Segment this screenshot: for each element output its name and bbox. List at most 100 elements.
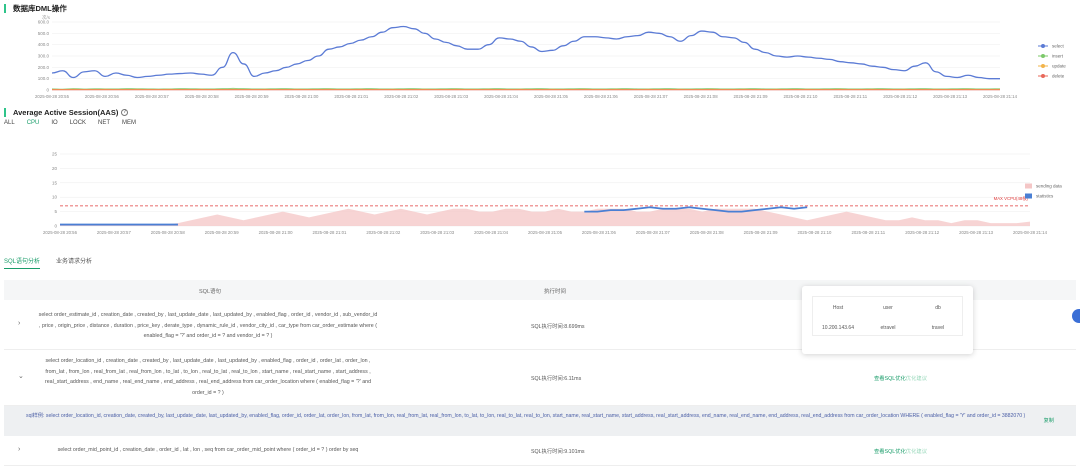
x-tick-label: 2025-08-28 21:03: [420, 230, 455, 235]
sql-tab-1[interactable]: 业务请求分析: [56, 259, 93, 265]
series-line-statistics: [584, 206, 808, 213]
aas-tabs: ALL CPU IO LOCK NET MEM: [4, 120, 148, 126]
sql-text: select order_mid_point_id , creation_dat…: [57, 447, 359, 453]
tab-net[interactable]: NET: [98, 120, 111, 126]
legend-marker: [1041, 44, 1045, 48]
sql-metric: SQL执行时间:8.699ms: [531, 324, 585, 330]
sql-metric: SQL执行时间:9.101ms: [531, 449, 585, 455]
sql-text: select order_estimate_id , creation_date…: [38, 312, 378, 339]
y-tick-label: 20: [52, 166, 58, 171]
x-tick-label: 2025-08-28 20:59: [235, 94, 270, 99]
dml-title: 数据库DML操作: [13, 4, 67, 13]
y-tick-label: 300.0: [38, 54, 50, 59]
x-tick-label: 2025-08-28 21:13: [959, 230, 994, 235]
host-value: 10.200.143.64: [822, 325, 854, 331]
tab-lock[interactable]: LOCK: [69, 120, 87, 126]
host-header: Host: [832, 305, 844, 311]
col-metric-header: 执行时间: [544, 289, 567, 295]
x-tick-label: 2025-08-28 21:09: [744, 230, 779, 235]
user-header: user: [883, 305, 893, 311]
y-tick-label: 0: [54, 224, 57, 229]
action-sub-label[interactable]: 优化建议: [905, 449, 927, 455]
x-tick-label: 2025-08-28 21:00: [285, 94, 320, 99]
x-tick-label: 2025-08-28 21:11: [852, 230, 886, 235]
legend-marker: [1041, 74, 1045, 78]
db-value: travel: [931, 325, 945, 331]
y-tick-label: 10: [52, 195, 58, 200]
side-float-handle[interactable]: [1072, 309, 1080, 323]
y-tick-label: 0: [46, 88, 49, 93]
x-tick-label: 2025-08-28 20:59: [205, 230, 240, 235]
x-tick-label: 2025-08-28 21:12: [883, 94, 918, 99]
x-tick-label: 2025-08-28 20:56: [85, 94, 120, 99]
y-tick-label: 15: [52, 180, 58, 185]
x-tick-label: 2025-08-28 20:58: [151, 230, 186, 235]
y-tick-label: 400.0: [38, 42, 50, 47]
y-tick-label: 100.0: [38, 76, 50, 81]
legend-marker: [1025, 183, 1032, 189]
x-tick-label: 2025-08-28 21:13: [933, 94, 968, 99]
tab-mem[interactable]: MEM: [122, 120, 137, 126]
y-tick-label: 5: [54, 209, 57, 214]
sql-tab-0[interactable]: SQL语句分析: [4, 256, 41, 269]
x-tick-label: 2025-08-28 21:06: [584, 94, 619, 99]
dml-line-chart: 次/s600.0500.0400.0300.0200.0100.002025-0…: [35, 14, 1066, 99]
question-circle-icon[interactable]: ?: [121, 109, 129, 116]
sql-sample-detail: sql样例: select order_location_id, creatio…: [4, 406, 1076, 436]
table-row[interactable]: ⌄ select order_location_id , creation_da…: [4, 350, 1076, 406]
db-header: db: [935, 305, 941, 311]
x-tick-label: 2025-08-28 21:14: [1013, 230, 1048, 235]
view-sql-optimize-link[interactable]: 查看SQL优化优化建议: [874, 447, 927, 455]
y-unit-label: 次/s: [42, 14, 51, 21]
host-info-popover: Host user db 10.200.143.64 etravel trave…: [802, 286, 973, 354]
dml-section-title: 数据库DML操作: [4, 3, 67, 14]
x-tick-label: 2025-08-28 21:09: [734, 94, 769, 99]
threshold-label: MAX VCPU(48核): [994, 195, 1029, 202]
expand-chevron-icon[interactable]: ›: [18, 446, 21, 453]
tab-cpu[interactable]: CPU: [26, 120, 40, 126]
x-tick-label: 2025-08-28 20:55: [35, 94, 70, 99]
y-tick-label: 25: [52, 152, 58, 157]
x-tick-label: 2025-08-28 21:14: [983, 94, 1018, 99]
copy-link[interactable]: 复制: [1043, 418, 1054, 424]
series-line-insert: [51, 87, 1001, 90]
series-area-sending-data: [60, 208, 1030, 226]
x-tick-label: 2025-08-28 21:06: [582, 230, 617, 235]
x-tick-label: 2025-08-28 20:57: [135, 94, 170, 99]
x-tick-label: 2025-08-28 20:58: [185, 94, 220, 99]
x-tick-label: 2025-08-28 21:04: [484, 94, 519, 99]
series-line-select: [51, 25, 1000, 80]
action-label[interactable]: 查看SQL优化: [874, 376, 906, 382]
x-tick-label: 2025-08-28 21:00: [259, 230, 294, 235]
x-tick-label: 2025-08-28 20:56: [43, 230, 78, 235]
x-tick-label: 2025-08-28 21:04: [474, 230, 509, 235]
y-tick-label: 200.0: [38, 65, 50, 70]
action-sub-label[interactable]: 优化建议: [905, 376, 927, 382]
host-info-table: Host user db 10.200.143.64 etravel trave…: [812, 296, 963, 336]
legend-label: sending data: [1036, 184, 1062, 189]
title-accent-bar: [4, 108, 6, 117]
x-tick-label: 2025-08-28 21:10: [783, 94, 818, 99]
expand-chevron-icon[interactable]: ›: [18, 320, 21, 327]
table-row[interactable]: › select order_estimate_id , creation_da…: [4, 300, 1076, 350]
tab-all[interactable]: ALL: [4, 120, 15, 126]
legend-marker: [1041, 64, 1045, 68]
view-sql-optimize-link[interactable]: 查看SQL优化优化建议: [874, 374, 927, 382]
x-tick-label: 2025-08-28 21:03: [434, 94, 469, 99]
x-tick-label: 2025-08-28 21:07: [636, 230, 671, 235]
collapse-chevron-icon[interactable]: ⌄: [18, 373, 24, 380]
sql-sample-text: sql样例: select order_location_id, creatio…: [26, 413, 1026, 419]
x-tick-label: 2025-08-28 21:01: [334, 94, 369, 99]
table-row[interactable]: › select order_mid_point_id , creation_d…: [4, 436, 1076, 466]
tab-io[interactable]: IO: [51, 120, 58, 126]
x-tick-label: 2025-08-28 21:02: [384, 94, 419, 99]
sql-analysis-tabs: SQL语句分析 业务请求分析: [4, 256, 108, 269]
x-tick-label: 2025-08-28 21:11: [834, 94, 868, 99]
user-value: etravel: [880, 325, 896, 331]
action-label[interactable]: 查看SQL优化: [874, 449, 906, 455]
legend-label: insert: [1052, 54, 1064, 59]
x-tick-label: 2025-08-28 21:08: [684, 94, 719, 99]
x-tick-label: 2025-08-28 21:02: [366, 230, 401, 235]
title-accent-bar: [4, 4, 6, 13]
